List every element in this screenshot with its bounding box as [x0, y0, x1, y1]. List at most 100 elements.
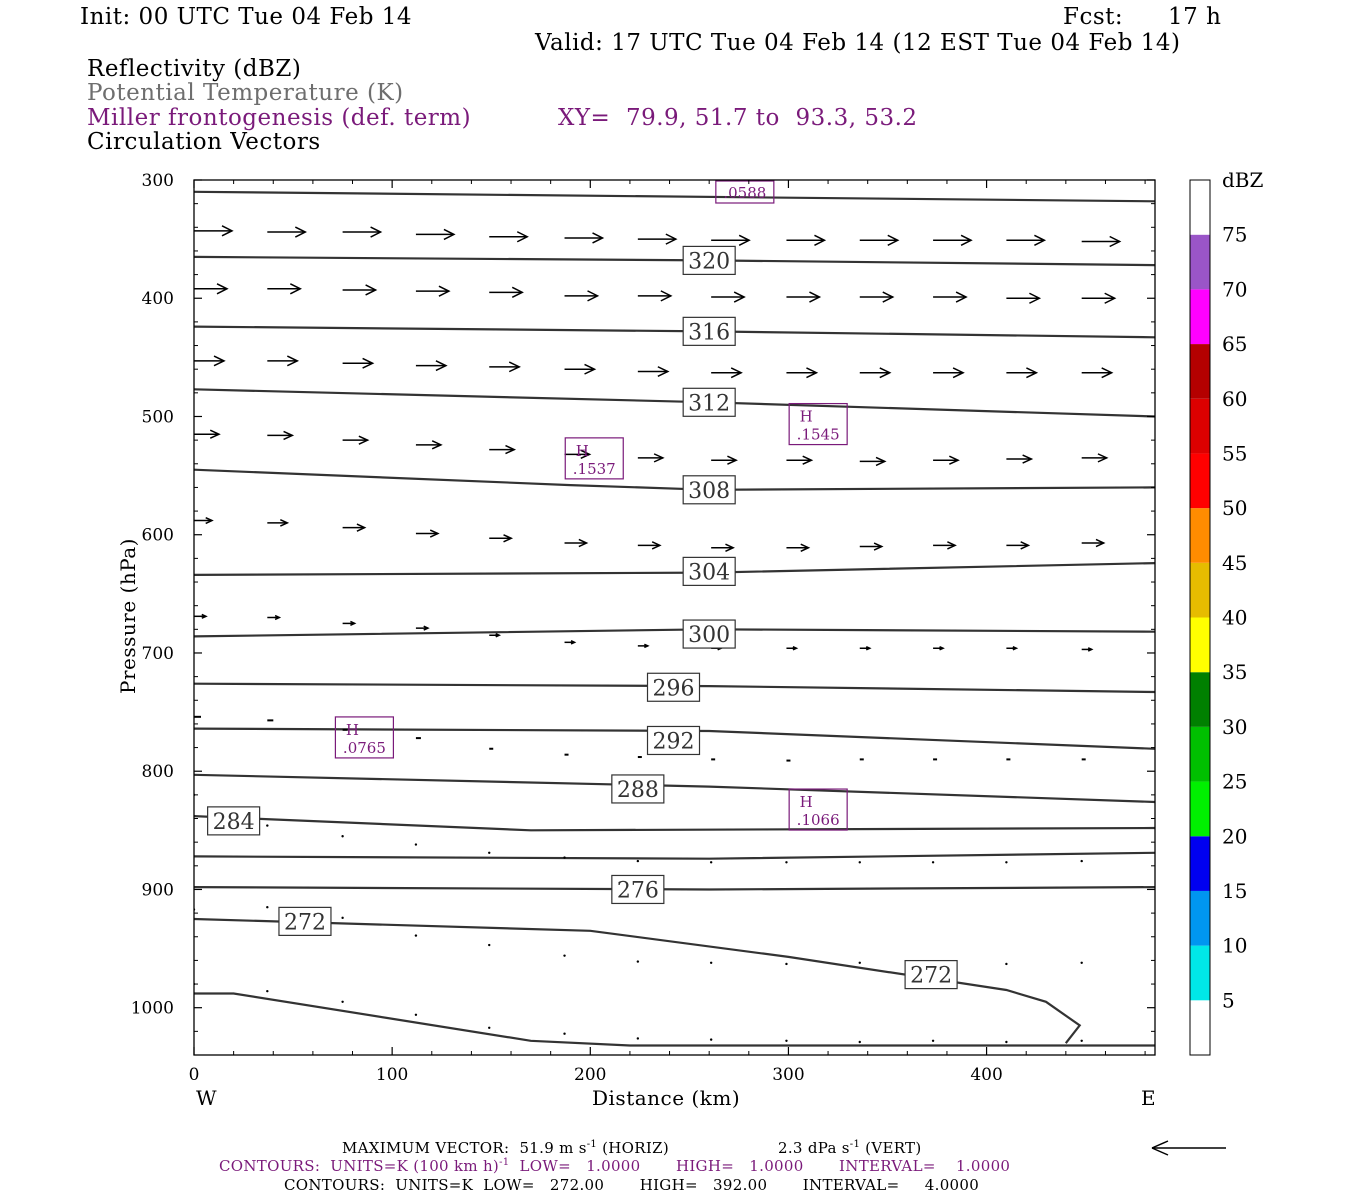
vector-head: [955, 291, 968, 303]
colorbar-segment: [1190, 672, 1210, 727]
vector-head: [365, 284, 378, 296]
vector-head: [738, 234, 751, 246]
circulation-vector: [267, 430, 295, 441]
vector-head: [362, 357, 375, 369]
vector-head: [503, 534, 514, 543]
colorbar-segment: [1190, 508, 1210, 563]
circulation-vector-dot: [488, 943, 491, 947]
circulation-vector: [267, 226, 307, 238]
circulation-vector: [564, 640, 577, 645]
circulation-vector-dot: [414, 934, 418, 937]
circulation-vector-dot: [858, 861, 861, 864]
vector-head: [1022, 454, 1034, 464]
frontogenesis-max-box: [564, 437, 624, 480]
plot-frame: [193, 179, 1156, 1056]
colorbar-frame: [1189, 179, 1211, 1056]
field-miller: Miller frontogenesis (def. term): [87, 105, 472, 131]
vector-head: [370, 226, 383, 238]
circulation-vector-dot: [636, 960, 640, 963]
colorbar-label: 45: [1222, 551, 1247, 575]
vector-head: [882, 291, 895, 303]
theta-label: 304: [682, 556, 736, 586]
vector-head: [1034, 234, 1047, 246]
circulation-vector: [415, 440, 443, 450]
circulation-vector-dot: [488, 851, 491, 855]
circulation-vector-dot: [636, 859, 640, 863]
theta-label-box: [904, 959, 958, 990]
circulation-vector: [194, 429, 221, 439]
circulation-vector-dot: [709, 961, 713, 964]
theta-label-box: [611, 774, 665, 804]
y-tick-label: 800: [142, 762, 174, 782]
circulation-vector: [489, 632, 502, 638]
x-tick-label: 300: [772, 1065, 804, 1085]
footer-max-vector: MAXIMUM VECTOR: 51.9 m s-1 (HORIZ): [342, 1139, 669, 1157]
vector-head: [814, 234, 827, 246]
circulation-vector: [1081, 647, 1094, 652]
vector-head: [294, 226, 307, 238]
theta-contour-line: [194, 190, 1155, 203]
vector-head: [274, 614, 282, 621]
theta-label-text: 312: [688, 391, 730, 416]
colorbar-label: 15: [1222, 879, 1247, 903]
circulation-vector: [786, 367, 819, 379]
vector-head: [429, 529, 440, 538]
y-tick-label: 900: [142, 880, 174, 900]
vector-head: [356, 523, 367, 532]
vector-head: [431, 440, 443, 450]
frontogenesis-max: .0588: [715, 180, 775, 204]
vector-head: [280, 519, 290, 527]
theta-label: 272: [904, 959, 958, 990]
max-vector-arrow: [1151, 1140, 1226, 1156]
vector-head: [947, 541, 957, 550]
circulation-vectors: [194, 225, 1122, 1044]
circulation-vector: [267, 519, 290, 527]
circulation-vector: [194, 283, 229, 295]
forecast-hour: 17 h: [1168, 4, 1222, 30]
theta-label: 292: [646, 725, 701, 756]
frontogenesis-max-box: [334, 716, 395, 759]
y-tick-label: 1000: [131, 999, 174, 1019]
theta-label: 272: [278, 906, 332, 936]
y-tick-label: 300: [142, 171, 174, 191]
circulation-vector: [711, 234, 751, 246]
vector-head: [1087, 647, 1094, 652]
circulation-vector: [1081, 538, 1106, 548]
circulation-vector: [415, 228, 456, 241]
colorbar-segment: [1190, 945, 1210, 1001]
circulation-vector-dot: [414, 1013, 418, 1016]
circulation-vector-dot: [931, 861, 935, 864]
vector-head: [1012, 645, 1019, 651]
vector-head: [505, 444, 517, 455]
cross-section-endpoints: XY= 79.9, 51.7 to 93.3, 53.2: [558, 105, 918, 131]
valid-time: Valid: 17 UTC Tue 04 Feb 14 (12 EST Tue …: [535, 30, 1181, 56]
circulation-vector: [342, 284, 378, 296]
vector-head: [725, 543, 735, 552]
colorbar-segment: [1190, 726, 1210, 782]
circulation-vector-dot: [931, 1039, 935, 1043]
circulation-vector-dot: [341, 1000, 344, 1003]
y-tick-label: 700: [142, 644, 174, 664]
circulation-vector-dot: [414, 843, 418, 846]
theta-contour-line: [194, 917, 1082, 1044]
vector-head: [865, 645, 872, 651]
theta-label-text: 276: [617, 878, 659, 903]
circulation-vector-dot: [266, 824, 269, 827]
circulation-vector: [342, 523, 367, 532]
colorbar-segment: [1190, 180, 1210, 235]
field-reflectivity: Reflectivity (dBZ): [87, 56, 302, 82]
frontogenesis-max-value: .1537: [573, 460, 616, 478]
circulation-vector: [1081, 235, 1122, 248]
frontogenesis-max-value: .1545: [797, 426, 840, 444]
theta-contour-line: [194, 815, 1155, 832]
circulation-vector: [711, 543, 735, 552]
circulation-vector: [194, 516, 214, 525]
theta-label-text: 316: [688, 320, 730, 345]
theta-contour-line: [194, 388, 1155, 418]
circulation-vector: [489, 534, 514, 543]
vector-head: [578, 538, 589, 548]
circulation-vector: [342, 620, 357, 627]
footer-contours-frontogenesis: CONTOURS: UNITS=K (100 km h)-1 LOW= 1.00…: [219, 1157, 1011, 1175]
circulation-vector-dot: [341, 916, 344, 920]
